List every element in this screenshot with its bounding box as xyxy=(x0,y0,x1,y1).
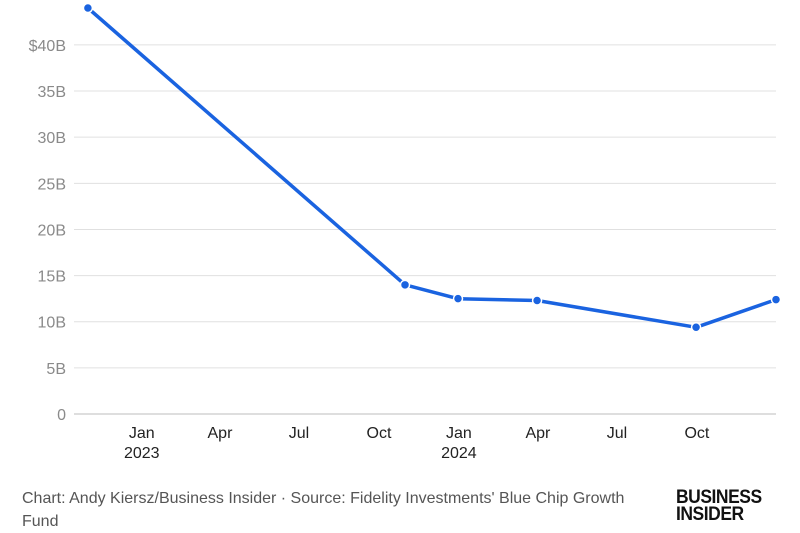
x-tick-label: Apr xyxy=(525,425,551,442)
y-tick-label: 10B xyxy=(38,315,66,332)
data-point[interactable] xyxy=(531,295,543,306)
y-axis-labels: 0 5B 10B 15B 20B 25B 30B 35B $40B xyxy=(29,38,66,424)
y-tick-label: 30B xyxy=(38,130,66,147)
data-point[interactable] xyxy=(82,2,94,14)
series-line xyxy=(86,6,778,330)
data-point[interactable] xyxy=(399,279,411,291)
y-tick-label: 5B xyxy=(46,361,66,378)
x-tick-label: Jul xyxy=(607,425,627,442)
y-tick-label: 25B xyxy=(38,176,66,193)
gridlines xyxy=(74,44,776,415)
y-tick-label: $40B xyxy=(29,38,66,55)
series-layer xyxy=(82,2,782,333)
data-point[interactable] xyxy=(452,293,464,304)
chart-source-credit: Chart: Andy Kiersz/Business Insider · So… xyxy=(22,490,625,530)
x-tick-label: Jul xyxy=(289,425,309,442)
business-insider-logo: BUSINESS INSIDER xyxy=(676,487,777,525)
logo-line-1: BUSINESS xyxy=(676,487,762,508)
y-tick-label: 15B xyxy=(38,269,66,286)
logo-line-2: INSIDER xyxy=(676,504,744,525)
x-tick-year-label: 2023 xyxy=(124,445,160,462)
y-tick-label: 35B xyxy=(38,84,66,101)
x-tick-label: Apr xyxy=(208,425,234,442)
x-tick-label: Jan xyxy=(129,425,155,442)
y-tick-label: 0 xyxy=(57,407,66,424)
x-axis-labels: Jan 2023 Apr Jul Oct Jan 2024 Apr Jul Oct xyxy=(124,425,710,462)
x-tick-label: Oct xyxy=(367,425,392,442)
x-tick-label: Jan xyxy=(446,425,472,442)
data-point[interactable] xyxy=(690,322,702,333)
x-tick-label: Oct xyxy=(684,425,709,442)
line-chart: 0 5B 10B 15B 20B 25B 30B 35B $40B Jan 2023 Apr Jul O… xyxy=(29,2,782,462)
x-tick-year-label: 2024 xyxy=(441,445,477,462)
y-tick-label: 20B xyxy=(38,222,66,239)
data-point[interactable] xyxy=(770,294,782,305)
